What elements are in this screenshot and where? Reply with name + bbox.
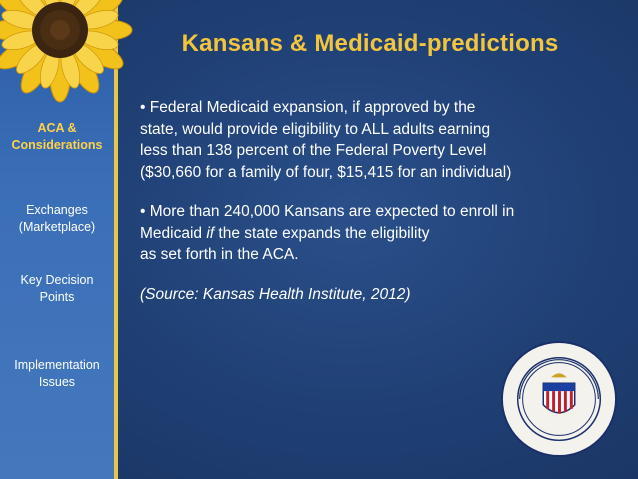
emphasis-text: if bbox=[206, 224, 215, 242]
sunflower-image bbox=[0, 0, 133, 103]
slide-body: • Federal Medicaid expansion, if approve… bbox=[140, 97, 620, 305]
sidebar-item-label: ACA & bbox=[37, 121, 77, 135]
sidebar-divider bbox=[114, 0, 118, 479]
page-title: Kansans & Medicaid-predictions bbox=[181, 30, 559, 57]
bullet-line: ($30,660 for a family of four, $15,415 f… bbox=[140, 163, 512, 181]
source-citation: (Source: Kansas Health Institute, 2012) bbox=[140, 285, 411, 303]
sidebar-item-exchanges[interactable]: Exchanges (Marketplace) bbox=[0, 202, 114, 236]
bullet-line: the state expands the eligibility bbox=[214, 224, 430, 242]
bullet-line: as set forth in the ACA. bbox=[140, 246, 299, 263]
bullet-line: less than 138 percent of the Federal Pov… bbox=[140, 142, 487, 159]
sidebar-item-label: Exchanges bbox=[26, 203, 88, 217]
sidebar-item-label: Considerations bbox=[11, 138, 103, 152]
sidebar-item-label: Implementation bbox=[14, 358, 100, 372]
bullet-line: Medicaid bbox=[140, 224, 207, 242]
bullet-paragraph: • Federal Medicaid expansion, if approve… bbox=[140, 97, 620, 183]
sidebar-item-key-decision-points[interactable]: Key Decision Points bbox=[0, 272, 114, 306]
sidebar-item-aca-considerations[interactable]: ACA & Considerations bbox=[0, 120, 114, 154]
sidebar-item-label: Issues bbox=[38, 375, 76, 389]
sidebar-item-label: Key Decision bbox=[20, 273, 94, 287]
commissioner-seal-image bbox=[500, 340, 618, 458]
bullet-line: • Federal Medicaid expansion, if approve… bbox=[140, 99, 476, 116]
sidebar-item-label: (Marketplace) bbox=[18, 220, 96, 234]
sidebar-item-implementation-issues[interactable]: Implementation Issues bbox=[0, 357, 114, 391]
bullet-paragraph: • More than 240,000 Kansans are expected… bbox=[140, 201, 620, 266]
bullet-line: state, would provide eligibility to ALL … bbox=[140, 120, 491, 138]
sidebar-item-label: Points bbox=[39, 290, 75, 304]
bullet-line: • More than 240,000 Kansans are expected… bbox=[140, 203, 515, 220]
